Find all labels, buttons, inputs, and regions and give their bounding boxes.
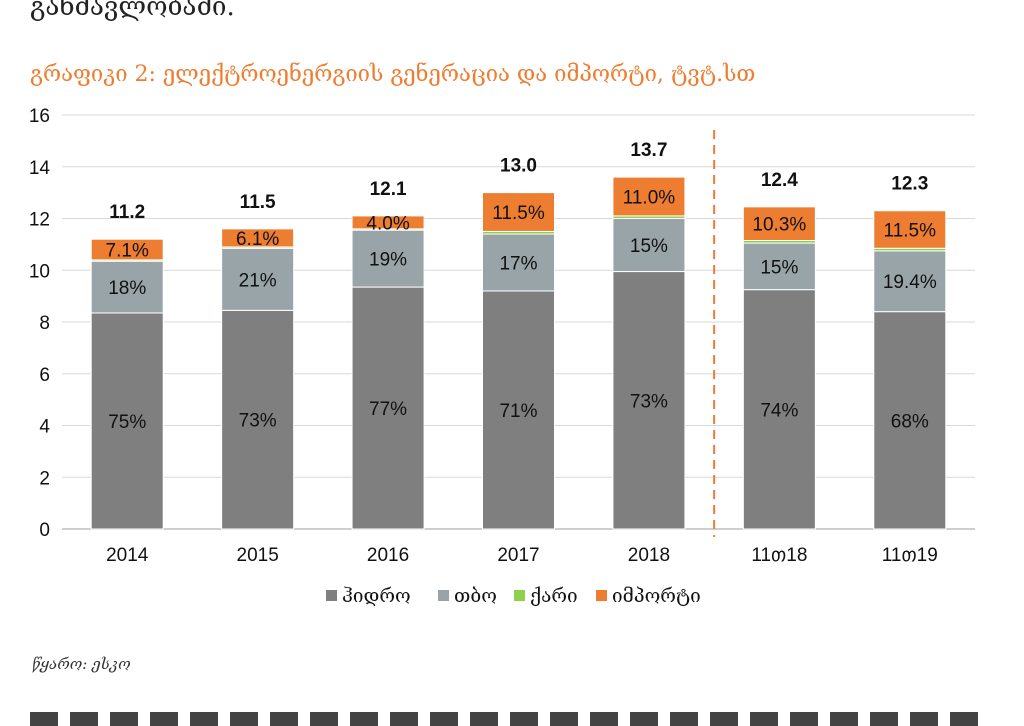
chart-title: გრაფიკი 2: ელექტროენერგიის გენერაცია და … [30, 62, 756, 87]
bar-total-label: 11.5 [240, 192, 276, 213]
legend-swatch [596, 590, 607, 601]
bar-segment [873, 210, 947, 249]
bar-total-label: 12.3 [891, 174, 928, 195]
y-tick-label: 12 [29, 210, 50, 231]
bar-total-label: 11.2 [109, 202, 145, 223]
x-tick-label: 11თ18 [751, 545, 807, 566]
segment-percent-label: 21% [239, 270, 277, 291]
bar-segment [742, 242, 816, 291]
segment-percent-label: 6.1% [236, 229, 279, 250]
legend-swatch [514, 590, 525, 601]
bar-segment [612, 218, 686, 273]
legend-label: იმპორტი [612, 585, 701, 607]
bar-total-label: 12.4 [761, 170, 798, 191]
segment-percent-label: 75% [108, 412, 146, 433]
bar-segment [873, 311, 947, 530]
segment-percent-label: 19.4% [883, 272, 937, 293]
bar-total-label: 13.7 [630, 140, 667, 161]
bar-segment [612, 176, 686, 217]
bar-total-label: 13.0 [500, 156, 537, 177]
source-note: წყარო: ესკო [32, 655, 131, 673]
legend-label: ჰიდრო [342, 585, 411, 607]
legend-label: ქარი [530, 585, 578, 607]
segment-percent-label: 11.5% [884, 220, 937, 241]
stacked-bar-chart: 0 2 4 6 8 10 12 14 16 75% 18% 7.1% 11.2 2014 73% 21% 6.1… [29, 106, 975, 607]
y-tick-label: 2 [39, 468, 50, 489]
segment-percent-label: 11.0% [623, 188, 676, 209]
segment-percent-label: 71% [499, 401, 537, 422]
segment-percent-label: 77% [369, 399, 407, 420]
bar-segment [482, 290, 555, 530]
bar-segment [482, 233, 555, 292]
segment-percent-label: 17% [499, 253, 537, 274]
bar-segment [742, 206, 816, 241]
bar-segment [90, 260, 164, 314]
x-tick-label: 2015 [237, 545, 279, 566]
x-tick-label: 2017 [497, 545, 539, 566]
segment-percent-label: 74% [760, 400, 798, 421]
segment-percent-label: 15% [760, 257, 798, 278]
y-tick-label: 4 [39, 417, 50, 438]
segment-percent-label: 11.5% [492, 203, 545, 224]
bar-segment [90, 312, 164, 530]
y-tick-label: 6 [39, 365, 50, 386]
bar-segment [612, 271, 686, 530]
y-tick-label: 8 [39, 313, 50, 334]
y-tick-label: 14 [29, 158, 51, 179]
segment-percent-label: 68% [891, 411, 929, 432]
segment-percent-label: 73% [630, 391, 668, 412]
x-tick-label: 11თ19 [882, 545, 938, 566]
bar-segment [221, 228, 295, 248]
legend-swatch [326, 590, 337, 601]
segment-percent-label: 19% [369, 250, 407, 271]
intro-text-fragment: განმავლობაში. [30, 0, 235, 22]
bar-segment [351, 229, 425, 288]
cropped-text-line [30, 712, 990, 726]
x-tick-label: 2018 [628, 545, 670, 566]
y-tick-label: 10 [29, 261, 50, 282]
bar-total-label: 12.1 [370, 179, 407, 200]
segment-percent-label: 4.0% [366, 213, 409, 234]
bar-segment [351, 215, 425, 230]
bar-segment [482, 192, 555, 232]
segment-percent-label: 7.1% [106, 241, 149, 262]
y-tick-label: 16 [29, 106, 50, 127]
legend-swatch [438, 590, 449, 601]
x-tick-label: 2016 [367, 545, 409, 566]
segment-percent-label: 73% [239, 411, 277, 432]
segment-percent-label: 15% [630, 236, 668, 257]
x-tick-label: 2014 [106, 545, 149, 566]
legend-label: თბო [454, 585, 497, 607]
y-tick-label: 0 [39, 520, 50, 541]
bar-segment [873, 250, 947, 313]
segment-percent-label: 18% [108, 278, 146, 299]
segment-percent-label: 10.3% [752, 215, 806, 236]
bar-segment [90, 238, 164, 261]
bar-segment [351, 286, 425, 530]
bar-segment [742, 289, 816, 530]
